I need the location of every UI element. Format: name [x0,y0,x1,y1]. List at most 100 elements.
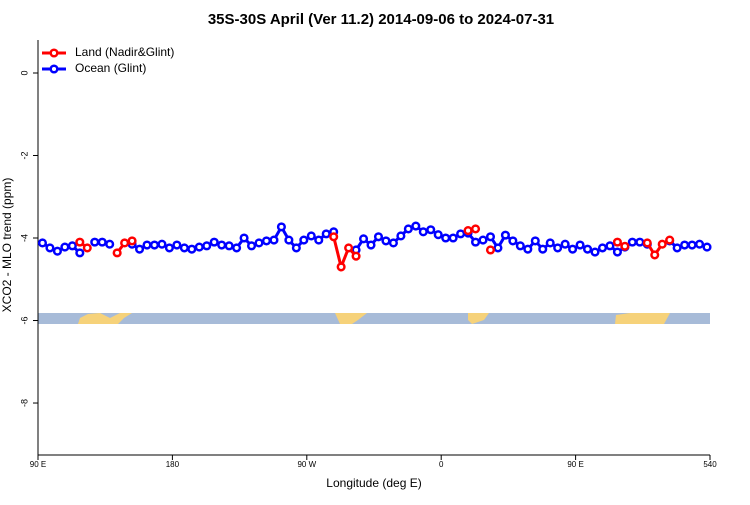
point [75,248,85,258]
legend-marker [49,48,59,58]
point [612,247,622,257]
point [373,232,384,242]
y-tick-label: -4 [19,234,29,242]
point [60,242,70,252]
chart-title: 35S-30S April (Ver 11.2) 2014-09-06 to 2… [208,11,554,28]
point [179,243,189,253]
point [97,237,107,247]
point [560,239,570,249]
point [411,221,421,231]
point [284,235,294,245]
point [418,227,428,237]
x-tick-label: 90 E [30,460,46,469]
point [478,235,488,245]
point [612,237,622,247]
y-tick-label: -6 [19,317,29,325]
point [299,235,309,245]
point [381,236,391,246]
point [194,242,204,252]
point [582,244,593,254]
point [164,243,174,253]
point [254,238,264,248]
point [329,232,339,242]
point [396,231,406,241]
point [351,251,361,261]
point [67,241,77,251]
point [650,250,660,260]
point [553,243,563,253]
point [232,243,242,253]
x-tick-label: 0 [439,460,444,469]
point [485,245,496,255]
x-axis-label: Longitude (deg E) [326,476,421,490]
ocean-strip [38,313,710,324]
point [344,243,354,253]
point [590,247,600,257]
point [105,239,115,249]
point [456,229,466,239]
legend-label: Ocean (Glint) [75,61,146,75]
point [433,230,443,240]
point [52,246,62,256]
point [508,236,518,246]
x-tick-label: 90 W [297,460,316,469]
point [530,236,540,246]
point [261,236,272,246]
point [127,236,137,246]
y-axis-label: XCO2 - MLO trend (ppm) [0,178,14,313]
point [463,226,473,236]
point [493,243,503,253]
point [291,243,301,253]
point [680,240,690,250]
point [694,239,705,249]
land-patch [615,313,670,324]
point [388,238,398,248]
point [620,241,630,251]
point [485,232,496,242]
point [672,243,682,253]
point [635,237,645,247]
y-tick-label: -2 [19,151,29,159]
point [246,241,257,251]
point [209,237,219,247]
legend-label: Land (Nadir&Glint) [75,45,174,59]
point [120,238,130,248]
point [37,238,48,248]
y-tick-label: 0 [19,70,29,75]
point [657,239,667,249]
point [217,240,227,250]
y-tick-label: -8 [19,399,29,407]
point [75,237,85,247]
point [642,238,652,248]
point [426,225,436,235]
point [45,243,55,253]
point [321,229,331,239]
point [314,235,324,245]
point [172,240,182,250]
point [448,233,458,243]
point [441,233,451,243]
point [597,243,608,253]
point [575,240,585,250]
point [358,234,369,244]
land-patch [468,313,489,324]
point [366,240,376,250]
point [665,235,675,245]
point [202,241,212,251]
point [157,239,167,249]
point [142,240,152,250]
point [470,224,481,234]
map-strip [38,313,710,324]
point [605,241,615,251]
point [187,244,197,254]
point [568,244,578,254]
point [82,243,92,253]
point [306,231,316,241]
x-tick-label: 540 [703,460,717,469]
x-tick-label: 90 E [567,460,583,469]
point [336,262,346,272]
point [403,224,413,234]
point [224,241,234,251]
point [545,238,555,248]
